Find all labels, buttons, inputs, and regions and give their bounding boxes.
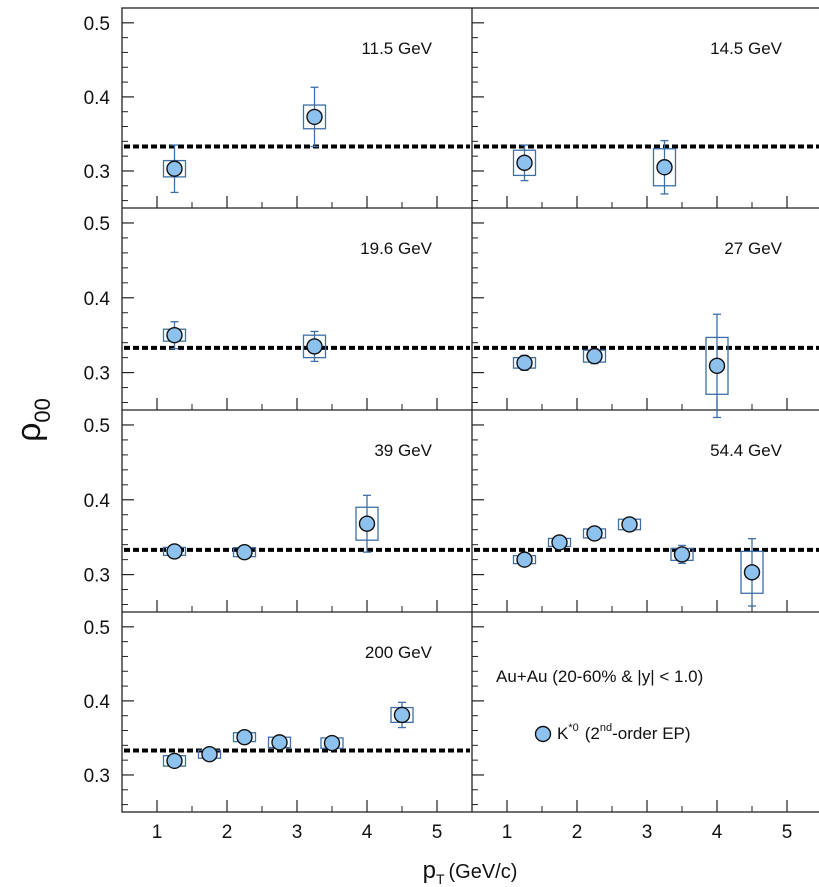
legend-entry: K*0 (2nd-order EP) [557,722,691,743]
x-tick-label: 5 [432,822,443,843]
panel-energy-label: 200 GeV [365,643,433,662]
legend-marker [534,725,552,743]
data-point [673,546,691,563]
data-point [306,108,323,126]
sys-error-box [355,506,379,541]
data-point [656,159,673,176]
y-tick-label: 0.4 [84,88,111,109]
data-point [516,551,533,568]
x-tick-label: 3 [292,822,303,843]
x-tick-label: 1 [502,822,513,843]
x-tick-label: 2 [572,822,583,843]
data-point [271,734,288,751]
sys-error-box [302,104,327,130]
data-point [516,154,533,172]
y-tick-label: 0.3 [84,364,110,385]
panel-energy-label: 54.4 GeV [710,441,782,460]
data-point [516,354,533,372]
y-tick-label: 0.5 [84,416,110,437]
y-tick-label: 0.3 [84,766,110,787]
y-tick-label: 0.3 [84,566,110,587]
data-point [236,728,253,746]
x-tick-label: 5 [782,822,793,843]
data-point [743,564,761,581]
data-point [358,515,376,532]
sys-error-box [302,334,327,359]
sys-error-box [740,550,764,594]
x-tick-label: 3 [642,822,653,843]
panel-frames [121,7,819,813]
data-point [166,160,183,177]
y-tick-label: 0.4 [84,491,111,512]
data-point [166,543,183,560]
sys-error-box [512,149,537,177]
sys-error-box [705,336,729,395]
data-point [586,525,603,542]
panel-energy-label: 19.6 GeV [360,239,432,258]
y-axis-title: ρ00 [10,398,55,442]
panel-energy-label: 39 GeV [374,441,432,460]
data-point [586,347,603,365]
y-tick-label: 0.5 [84,214,110,235]
y-tick-label: 0.5 [84,14,110,35]
data-point [323,734,341,752]
data-point [551,534,568,551]
data-point [201,746,218,763]
data-point [236,543,253,561]
x-tick-label: 2 [222,822,233,843]
sys-error-box [652,148,677,187]
x-tick-label: 1 [152,822,163,843]
x-axis-title: pT (GeV/c) [423,857,518,887]
y-tick-label: 0.4 [84,692,111,713]
system-info-label: Au+Au (20-60% & |y| < 1.0) [496,667,703,686]
panel-energy-label: 14.5 GeV [710,39,782,58]
axis-labels-layer: 0.3 0.4 0.5 0.3 0.4 0.5 0.3 0.4 0.5 0.3 0.4 0.5 1 2 3 4… [84,14,793,843]
data-point [306,338,323,355]
panel-energy-label: 11.5 GeV [361,39,432,58]
data-point [621,516,638,533]
x-tick-label: 4 [362,822,373,843]
panel-energy-label: 27 GeV [724,239,782,258]
y-tick-label: 0.4 [84,289,111,310]
y-tick-label: 0.5 [84,618,110,639]
y-tick-label: 0.3 [84,162,110,183]
data-point [708,357,726,375]
x-tick-label: 4 [712,822,723,843]
data-points-layer [124,86,819,770]
data-point [393,706,411,724]
data-point [166,326,183,344]
data-point [166,752,183,770]
